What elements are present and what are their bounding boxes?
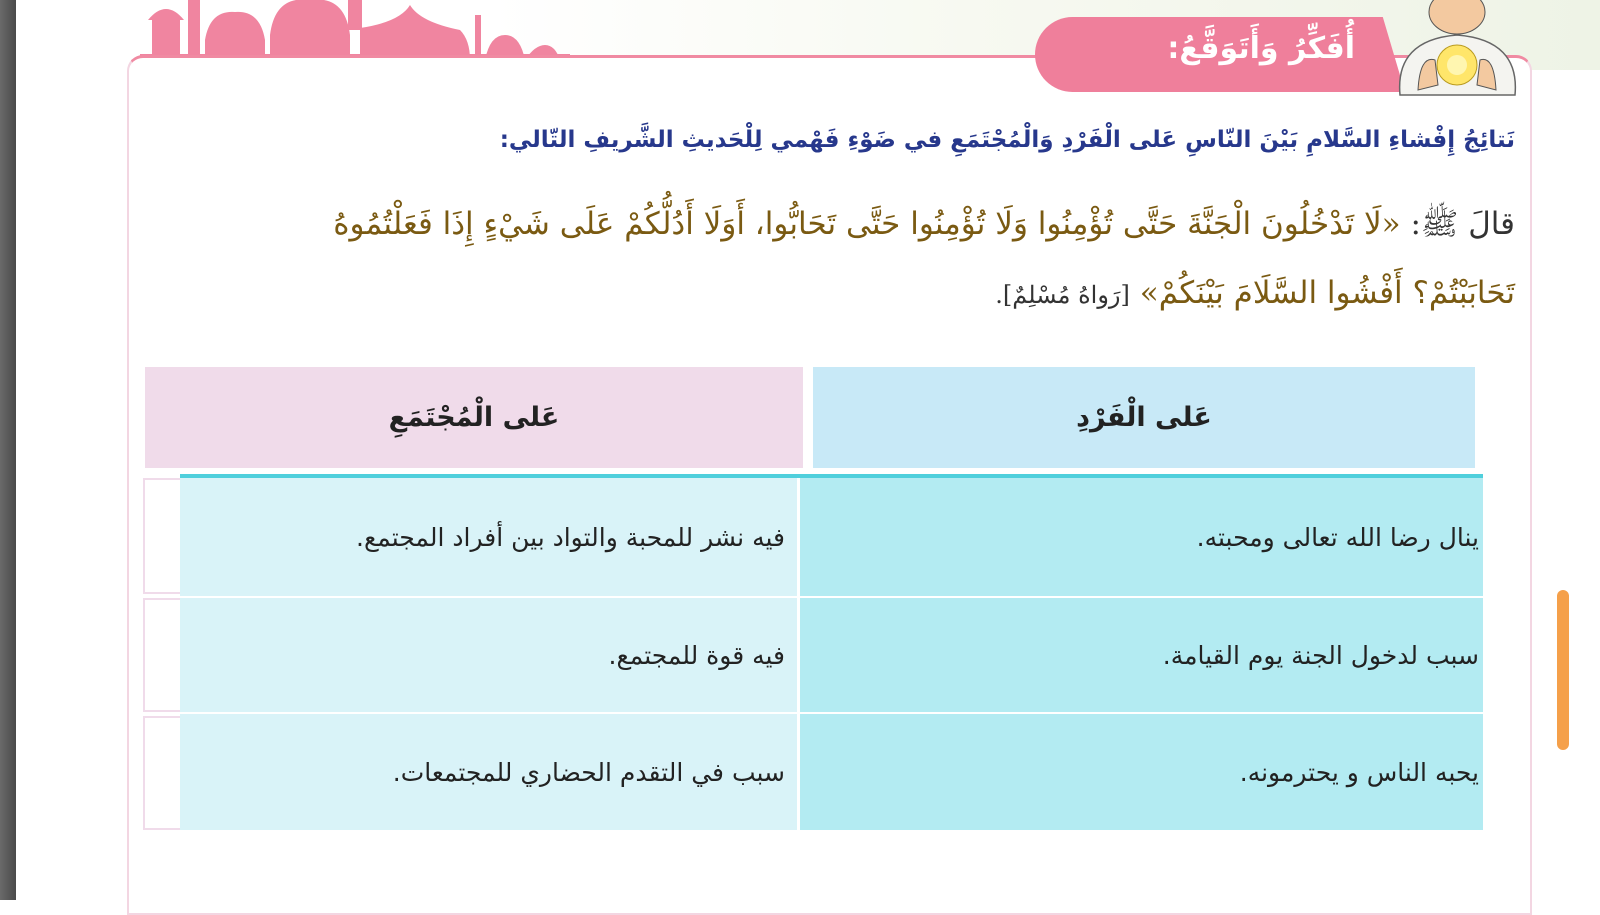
row-marker	[143, 478, 180, 594]
hadith-text-2: تَحَابَبْتُمْ؟ أَفْشُوا السَّلَامَ بَيْن…	[1139, 275, 1515, 311]
table-divider	[180, 474, 1483, 478]
table-cell-individual: ينال رضا الله تعالى ومحبته.	[800, 478, 1483, 596]
table-cell-individual: سبب لدخول الجنة يوم القيامة.	[800, 598, 1483, 712]
table-cell-society: فيه نشر للمحبة والتواد بين أفراد المجتمع…	[180, 478, 797, 596]
table-cell-society: سبب في التقدم الحضاري للمجتمعات.	[180, 714, 797, 830]
hadith-reference: [رَواهُ مُسْلِمٌ].	[995, 281, 1130, 309]
hadith-text-1: «لَا تَدْخُلُونَ الْجَنَّةَ حَتَّى تُؤْم…	[333, 206, 1401, 242]
instruction-text: نَتائِجُ إِفْشاءِ السَّلامِ بَيْنَ النّا…	[499, 127, 1515, 153]
table-cell-society: فيه قوة للمجتمع.	[180, 598, 797, 712]
page-edge-accent	[1557, 590, 1569, 750]
table-cell-individual: يحبه الناس و يحترمونه.	[800, 714, 1483, 830]
header-individual: عَلى الْفَرْدِ	[813, 367, 1475, 468]
header-society: عَلى الْمُجْتَمَعِ	[145, 367, 803, 468]
child-with-lightbulb-illustration	[1398, 0, 1517, 96]
window-edge	[0, 0, 16, 900]
section-title-banner: أُفَكِّرُ وَأَتَوَقَّعُ:	[1035, 17, 1405, 92]
hadith-line-1: قالَ ﷺ: «لَا تَدْخُلُونَ الْجَنَّةَ حَتَ…	[115, 205, 1515, 250]
hadith-prefix: قالَ ﷺ:	[1410, 206, 1515, 242]
row-marker	[143, 598, 180, 712]
mosque-skyline-decoration	[140, 0, 570, 60]
hadith-line-2: تَحَابَبْتُمْ؟ أَفْشُوا السَّلَامَ بَيْن…	[115, 275, 1515, 311]
row-marker	[143, 716, 180, 830]
section-title: أُفَكِّرُ وَأَتَوَقَّعُ:	[1167, 31, 1355, 66]
